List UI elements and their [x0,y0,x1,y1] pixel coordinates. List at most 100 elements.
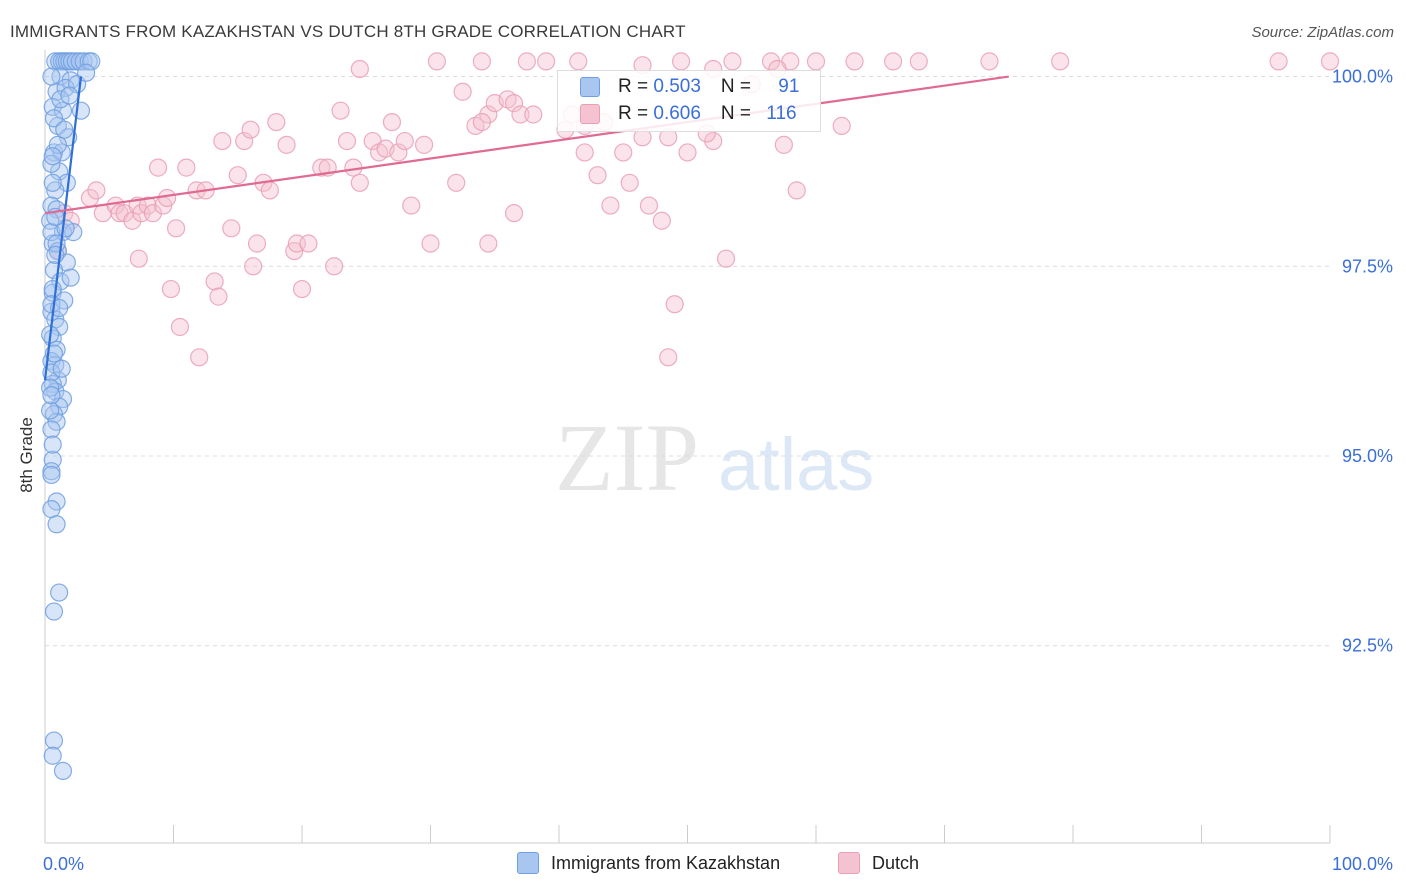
kazakhstan-point [61,268,80,287]
dutch-point [678,143,697,162]
dutch-point [244,257,263,276]
dutch-point [614,143,633,162]
dutch-point [299,234,318,253]
watermark-zip: ZIP [555,404,699,511]
dutch-point [209,287,228,306]
dutch-point [575,143,594,162]
dutch-point [382,112,402,132]
dutch-point [402,196,421,215]
y-tick-label: 95.0% [1342,446,1393,466]
kazakhstan-point [41,401,60,420]
kazakhstan-point [42,386,61,405]
dutch-point [228,166,247,185]
legend-label-kazakhstan: Immigrants from Kazakhstan [551,852,781,873]
dutch-point [1269,52,1288,71]
dutch-point [190,348,209,367]
kazakhstan-point [42,500,61,519]
dutch-point [350,173,369,192]
kazakhstan-point [43,147,62,166]
y-axis-label: 8th Grade [17,417,36,493]
dutch-point [148,158,168,177]
dutch-point [312,158,331,177]
dutch-point [292,279,312,299]
n-value: 116 [766,103,797,124]
dutch-point [447,173,466,192]
dutch-point [331,101,350,120]
dutch-point [267,112,286,132]
dutch-point [569,52,588,71]
dutch-point [537,52,556,71]
dutch-swatch [580,104,600,124]
dutch-point [1320,52,1340,71]
stats-row-dutch: R = 0.606 N = 116 [580,101,797,127]
dutch-point [761,52,781,71]
dutch-point [671,52,691,71]
dutch-point [723,52,742,71]
dutch-point [241,120,260,139]
kazakhstan-point [47,515,66,534]
dutch-point [389,143,408,162]
r-value: 0.606 [653,103,701,124]
trend-lines [43,75,1009,381]
tick-labels: 100.0% 97.5% 95.0% 92.5% 0.0% 100.0% [43,67,1393,874]
dutch-legend-swatch [838,852,860,874]
dutch-point [909,52,928,71]
dutch-point [205,272,224,291]
kazakhstan-trend-line [43,76,83,381]
dutch-point [479,105,498,124]
dutch-point [325,257,344,276]
dutch-point [601,196,620,215]
dutch-point [1051,52,1070,71]
dutch-point [177,158,196,177]
dutch-point [170,317,190,337]
dutch-point [472,52,491,71]
dutch-point [235,131,254,151]
y-tick-label: 92.5% [1342,636,1393,656]
r-label: R = [618,76,654,97]
r-label: R = [618,103,654,124]
dutch-point [472,112,491,132]
kazakhstan-point [51,90,70,109]
dutch-point [129,249,148,268]
dutch-point [659,348,678,367]
dutch-point [639,196,659,215]
dutch-point [395,131,414,151]
n-value: 91 [778,76,800,97]
kazakhstan-point [74,52,93,71]
kazakhstan-point [42,154,61,173]
x-tick-label: 100.0% [1332,854,1393,874]
watermark-atlas: atlas [718,423,874,506]
dutch-point [427,52,447,71]
dutch-point [161,279,181,299]
r-value: 0.503 [653,76,701,97]
dutch-point [157,188,177,208]
dutch-point [832,116,851,135]
dutch-point [453,82,472,101]
dutch-trend-line [44,75,1009,215]
dutch-point [504,94,524,113]
dutch-point [620,173,639,192]
kazakhstan-point [60,86,79,105]
n-label: N = [720,76,757,97]
kazakhstan-point [41,378,60,397]
dutch-point [704,131,723,151]
dutch-point [665,295,684,314]
legend-item-dutch: Dutch [838,852,919,874]
kazakhstan-legend-swatch [517,852,539,874]
dutch-point [337,131,357,151]
dutch-point [277,135,296,154]
kazakhstan-point [42,420,61,439]
dutch-point [260,181,279,200]
kazakhstan-point [42,465,61,485]
dutch-point [87,181,106,200]
kazakhstan-point [42,223,61,242]
dutch-point [774,135,793,154]
dutch-point [143,204,163,223]
kazakhstan-point [82,52,101,71]
legend-label-dutch: Dutch [872,852,920,873]
kazakhstan-point [44,731,64,750]
y-tick-label: 97.5% [1342,256,1393,276]
legend-item-kazakhstan: Immigrants from Kazakhstan [517,852,780,874]
kazakhstan-point [43,746,62,765]
